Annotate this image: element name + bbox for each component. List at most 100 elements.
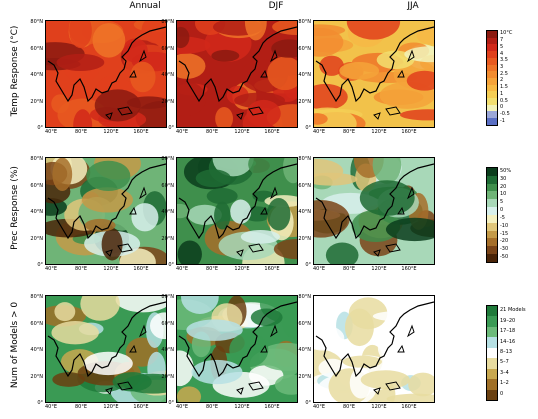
lat-tick-label: 80°N — [298, 19, 311, 25]
colorbar-segment — [487, 254, 497, 262]
colorbar-label: 8–13 — [500, 349, 513, 355]
island-outline — [236, 387, 244, 395]
island-outline — [129, 344, 137, 353]
field-patch — [229, 332, 269, 368]
lon-tick-label: 40°E — [312, 129, 326, 135]
field-patch — [267, 56, 297, 91]
field-patch — [360, 370, 410, 390]
field-patch — [359, 180, 415, 216]
map-field — [314, 158, 434, 264]
island-outline — [385, 243, 401, 253]
field-patch — [69, 21, 92, 49]
lat-tick-label: 80°N — [298, 294, 311, 300]
field-patch — [246, 99, 281, 127]
colorbar-segment — [487, 111, 497, 119]
lon-tick-label: 160°E — [133, 404, 149, 410]
lat-tick-label: 20°N — [161, 373, 174, 380]
lat-tick-label: 60°N — [161, 45, 174, 52]
field-patch — [399, 109, 434, 121]
lat-tick-label: 80°N — [161, 19, 174, 25]
island-outline — [248, 243, 264, 253]
lon-tick-label: 160°E — [401, 404, 417, 410]
field-patch — [314, 325, 345, 351]
colorbar-segment — [487, 199, 497, 208]
field-patch — [80, 296, 120, 321]
field-patch — [314, 83, 348, 111]
colorbar-segment — [487, 104, 497, 112]
colorbar-segment — [487, 183, 497, 192]
field-patch — [250, 308, 283, 327]
lat-tick-label: 60°N — [30, 320, 43, 327]
colorbar-label: 1–2 — [500, 380, 509, 387]
colorbar-segment — [487, 51, 497, 58]
field-patch — [150, 312, 166, 340]
column-title-jja: JJA — [407, 1, 419, 11]
lat-tick-label: 20°N — [298, 98, 311, 105]
colorbar-label: 5 — [500, 199, 504, 206]
lon-tick-label: 40°E — [312, 266, 326, 272]
colorbar-segment — [487, 347, 497, 359]
field-patch — [214, 201, 231, 230]
island-outline — [138, 186, 147, 200]
field-patch — [230, 199, 252, 224]
island-outline — [406, 186, 415, 200]
map-panel-0-2 — [313, 20, 435, 128]
lon-tick-label: 80°E — [342, 129, 356, 135]
island-outline — [260, 69, 268, 78]
map-field — [46, 158, 166, 264]
field-patch — [56, 53, 105, 72]
column-title-djf: DJF — [268, 1, 284, 11]
island-outline — [129, 206, 137, 215]
lat-tick-label: 80°N — [30, 156, 43, 162]
lon-tick-label: 120°E — [234, 404, 250, 410]
island-outline — [248, 381, 264, 391]
coastline — [315, 301, 434, 378]
colorbar-0 — [486, 30, 498, 126]
field-patch — [271, 39, 297, 58]
coastline — [315, 26, 434, 103]
colorbar-segment — [487, 191, 497, 200]
map-field — [177, 21, 297, 127]
field-patch — [215, 106, 234, 127]
colorbar-segment — [487, 337, 497, 348]
lat-tick-label: 20°N — [30, 373, 43, 380]
colorbar-segment — [487, 64, 497, 72]
lon-tick-label: 160°E — [401, 129, 417, 135]
field-patch — [409, 338, 434, 355]
island-outline — [105, 387, 113, 395]
field-patch — [177, 26, 190, 49]
island-outline — [269, 324, 278, 338]
lon-tick-label: 40°E — [44, 404, 58, 410]
colorbar-label: 7 — [500, 37, 504, 44]
field-patch — [177, 240, 202, 264]
island-outline — [138, 324, 147, 338]
field-patch — [267, 197, 291, 231]
colorbar-label: 10 — [500, 191, 507, 198]
map-panel-2-1 — [176, 295, 298, 403]
coastline — [178, 301, 297, 378]
column-title-annual: Annual — [129, 1, 161, 11]
colorbar-segment — [487, 37, 497, 45]
island-outline — [117, 381, 133, 391]
colorbar-segment — [487, 316, 497, 327]
lon-tick-label: 80°E — [205, 129, 219, 135]
field-patch — [83, 351, 133, 376]
colorbar-label: 17–18 — [500, 328, 516, 335]
lon-tick-label: 120°E — [234, 129, 250, 135]
colorbar-segment — [487, 71, 497, 78]
colorbar-label: 3–4 — [500, 369, 509, 376]
island-outline — [397, 69, 405, 78]
field-patch — [339, 61, 380, 80]
field-patch — [325, 242, 359, 264]
lon-tick-label: 120°E — [103, 129, 119, 135]
colorbar-label: 30 — [500, 175, 507, 182]
colorbar-label: 50% — [500, 167, 512, 174]
map-field — [46, 21, 166, 127]
field-patch — [122, 373, 166, 394]
lon-tick-label: 40°E — [175, 266, 189, 272]
map-field — [46, 296, 166, 402]
field-patch — [73, 109, 93, 127]
lon-tick-label: 80°E — [342, 404, 356, 410]
lat-tick-label: 60°N — [161, 182, 174, 189]
island-outline — [248, 106, 264, 116]
